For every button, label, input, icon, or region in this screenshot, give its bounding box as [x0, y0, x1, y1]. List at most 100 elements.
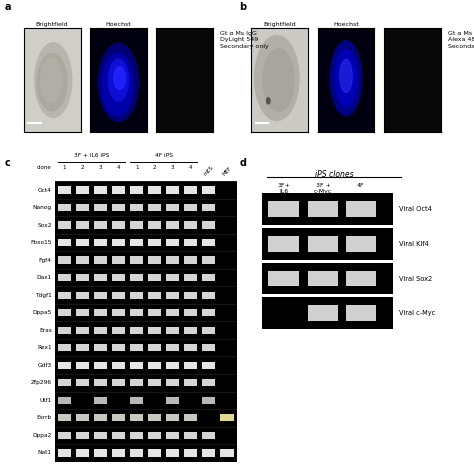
Text: Tdgf1: Tdgf1	[35, 292, 52, 298]
Bar	[202, 397, 216, 404]
Text: b: b	[239, 2, 246, 12]
Bar	[346, 305, 376, 321]
Text: 1: 1	[135, 165, 138, 170]
Bar	[262, 262, 393, 294]
Bar	[58, 204, 71, 211]
Bar	[94, 221, 107, 229]
Text: d: d	[239, 158, 246, 168]
Bar	[220, 414, 234, 422]
Bar	[184, 362, 198, 369]
Bar	[76, 414, 89, 422]
Bar	[148, 431, 161, 439]
Bar	[268, 236, 299, 252]
Bar	[202, 449, 216, 456]
Bar	[130, 221, 143, 229]
Bar	[112, 204, 125, 211]
Bar	[112, 414, 125, 422]
Text: Nanog: Nanog	[33, 205, 52, 210]
Bar	[166, 187, 179, 194]
Bar	[308, 271, 338, 286]
Bar	[130, 344, 143, 351]
Bar	[76, 274, 89, 281]
Bar	[76, 204, 89, 211]
Text: Dppa2: Dppa2	[32, 433, 52, 438]
Bar	[58, 326, 71, 334]
Bar	[166, 344, 179, 351]
Bar	[166, 326, 179, 334]
Bar	[130, 326, 143, 334]
Bar	[148, 309, 161, 317]
Text: 4: 4	[189, 165, 192, 170]
Text: iPS clones: iPS clones	[315, 170, 353, 179]
Bar	[130, 362, 143, 369]
Bar	[184, 431, 198, 439]
Bar	[346, 271, 376, 286]
Bar	[58, 449, 71, 456]
Bar	[184, 221, 198, 229]
Bar	[112, 449, 125, 456]
Bar	[76, 379, 89, 386]
Text: Gt α Ms IgG
DyLight 549
Secondary only: Gt α Ms IgG DyLight 549 Secondary only	[220, 31, 269, 49]
Bar	[166, 414, 179, 422]
Bar	[166, 431, 179, 439]
Ellipse shape	[102, 53, 133, 115]
Bar	[112, 431, 125, 439]
Bar	[112, 292, 125, 299]
Text: Viral Klf4: Viral Klf4	[399, 241, 428, 247]
Bar	[130, 431, 143, 439]
Bar	[202, 204, 216, 211]
Bar	[148, 257, 161, 264]
Bar	[58, 397, 71, 404]
Bar	[148, 274, 161, 281]
Bar	[184, 257, 198, 264]
Text: 3F + IL6 iPS: 3F + IL6 iPS	[74, 153, 109, 157]
Text: clone: clone	[37, 165, 52, 170]
Bar	[202, 362, 216, 369]
Ellipse shape	[335, 49, 357, 106]
Bar	[308, 201, 338, 217]
Bar	[58, 292, 71, 299]
Text: mES: mES	[203, 165, 215, 177]
Bar	[112, 309, 125, 317]
Bar	[148, 362, 161, 369]
Bar	[112, 257, 125, 264]
Bar	[58, 309, 71, 317]
Bar	[346, 201, 376, 217]
Ellipse shape	[263, 49, 294, 111]
Bar	[76, 221, 89, 229]
Bar	[76, 362, 89, 369]
Bar	[202, 274, 216, 281]
Text: MEF: MEF	[221, 166, 233, 177]
Bar	[94, 326, 107, 334]
Ellipse shape	[99, 43, 138, 121]
Text: Oct4: Oct4	[38, 187, 52, 193]
Bar	[76, 187, 89, 194]
Text: Dax1: Dax1	[36, 275, 52, 280]
Text: 3F +
c-Myc: 3F + c-Myc	[314, 183, 332, 194]
Ellipse shape	[340, 59, 352, 92]
Bar	[346, 236, 376, 252]
Bar	[76, 449, 89, 456]
Bar	[94, 449, 107, 456]
Bar	[202, 309, 216, 317]
Bar	[94, 414, 107, 422]
Text: Eras: Eras	[39, 328, 52, 333]
Bar	[130, 449, 143, 456]
Bar	[112, 187, 125, 194]
Bar	[262, 193, 393, 225]
Ellipse shape	[114, 66, 125, 89]
Bar	[148, 292, 161, 299]
Text: 1: 1	[63, 165, 66, 170]
Bar	[308, 305, 338, 321]
Text: Viral c-Myc: Viral c-Myc	[399, 310, 435, 316]
Bar	[184, 274, 198, 281]
Bar	[166, 379, 179, 386]
Bar	[94, 379, 107, 386]
Bar	[166, 449, 179, 456]
Bar	[94, 187, 107, 194]
Bar	[94, 274, 107, 281]
Bar	[148, 221, 161, 229]
Title: Hoechst: Hoechst	[106, 22, 131, 27]
Text: Viral Oct4: Viral Oct4	[399, 206, 432, 212]
Text: Gt α Ms IgM
Alexa 488
Secondary only: Gt α Ms IgM Alexa 488 Secondary only	[448, 31, 474, 49]
